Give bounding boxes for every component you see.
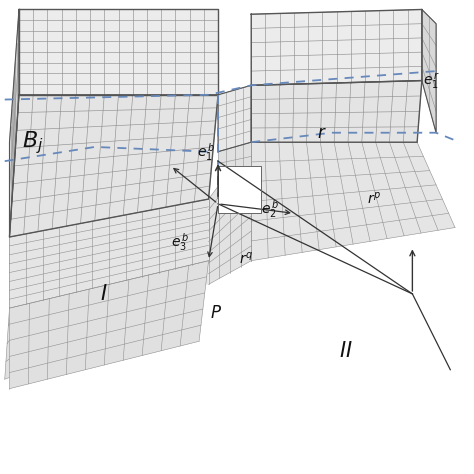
Text: $\boldsymbol{B_j}$: $\boldsymbol{B_j}$ bbox=[22, 129, 44, 155]
Polygon shape bbox=[218, 142, 251, 199]
Text: $e_1^{\,b}$: $e_1^{\,b}$ bbox=[197, 141, 215, 163]
Text: $e_1^{\,r}$: $e_1^{\,r}$ bbox=[423, 71, 440, 91]
Polygon shape bbox=[209, 142, 251, 284]
Polygon shape bbox=[9, 199, 209, 308]
Text: $e_3^{\,b}$: $e_3^{\,b}$ bbox=[171, 231, 189, 253]
Polygon shape bbox=[5, 237, 71, 379]
Polygon shape bbox=[9, 9, 19, 237]
Text: $e_2^{\,b}$: $e_2^{\,b}$ bbox=[261, 198, 279, 219]
Text: $r^q$: $r^q$ bbox=[239, 250, 254, 266]
Polygon shape bbox=[251, 81, 422, 142]
Text: $P$: $P$ bbox=[210, 304, 222, 322]
Polygon shape bbox=[251, 142, 455, 261]
Polygon shape bbox=[218, 85, 251, 152]
Polygon shape bbox=[251, 9, 422, 85]
Polygon shape bbox=[9, 95, 218, 237]
Polygon shape bbox=[9, 261, 209, 389]
Text: $I$: $I$ bbox=[100, 284, 108, 304]
Polygon shape bbox=[422, 9, 436, 133]
Text: $r^p$: $r^p$ bbox=[367, 191, 382, 207]
Text: $r$: $r$ bbox=[318, 124, 327, 142]
Polygon shape bbox=[19, 9, 218, 95]
Polygon shape bbox=[218, 166, 261, 213]
Text: $II$: $II$ bbox=[339, 341, 353, 361]
